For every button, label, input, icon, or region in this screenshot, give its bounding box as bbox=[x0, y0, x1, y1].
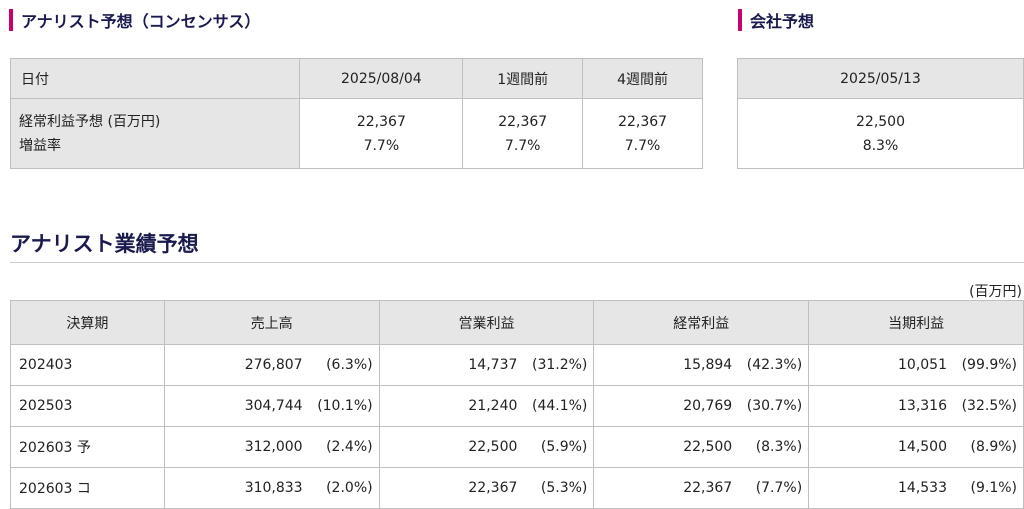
period-cell: 202603 予 bbox=[10, 426, 165, 468]
amount: 13,316 bbox=[898, 398, 947, 414]
amount: 14,500 bbox=[898, 439, 947, 455]
amount: 15,894 bbox=[683, 357, 733, 373]
company-forecast-heading: 会社予想 bbox=[738, 8, 814, 32]
value-cell: 14,737 (31.2%) bbox=[378, 344, 595, 386]
growth-rate: (2.0%) bbox=[326, 480, 373, 496]
growth-rate: (6.3%) bbox=[326, 357, 373, 373]
amount: 20,769 bbox=[683, 398, 733, 414]
value: 7.7% bbox=[504, 137, 541, 154]
value-cell: 22,500 (8.3%) bbox=[593, 426, 810, 468]
amount: 310,833 bbox=[244, 480, 303, 496]
growth-rate: (7.7%) bbox=[755, 480, 803, 496]
value: 7.7% bbox=[363, 137, 400, 154]
value-cell: 310,833 (2.0%) bbox=[163, 467, 380, 509]
divider bbox=[10, 262, 1024, 263]
amount: 304,744 bbox=[244, 398, 303, 414]
table-row: 202503 304,744 (10.1%) 21,240 (44.1%) 20,769 (… bbox=[10, 385, 1024, 427]
growth-rate: (10.1%) bbox=[317, 398, 373, 414]
growth-rate: (5.9%) bbox=[540, 439, 588, 455]
growth-rate: (9.1%) bbox=[970, 480, 1018, 496]
unit-label: (百万円) bbox=[969, 284, 1022, 300]
value-cell: 14,533 (9.1%) bbox=[808, 467, 1024, 509]
column-header: 決算期 bbox=[10, 300, 165, 345]
company-date: 2025/05/13 bbox=[737, 58, 1024, 99]
value-cell: 312,000 (2.4%) bbox=[163, 426, 380, 468]
growth-rate: (2.4%) bbox=[326, 439, 373, 455]
column-header: 営業利益 bbox=[378, 300, 595, 345]
value: 8.3% bbox=[862, 137, 899, 154]
value: 22,367 bbox=[356, 113, 406, 130]
column-header: 2025/08/04 bbox=[299, 58, 464, 99]
amount: 276,807 bbox=[244, 357, 303, 373]
value: 7.7% bbox=[624, 137, 661, 154]
column-header: 経常利益 bbox=[593, 300, 810, 345]
value: 22,500 bbox=[856, 113, 905, 130]
amount: 22,367 bbox=[468, 480, 518, 496]
value: 22,367 bbox=[618, 113, 668, 130]
consensus-cell-4w: 22,367 7.7% bbox=[582, 98, 703, 169]
value-cell: 276,807 (6.3%) bbox=[163, 344, 380, 386]
consensus-heading-text: アナリスト予想（コンセンサス） bbox=[21, 12, 261, 31]
consensus-heading: アナリスト予想（コンセンサス） bbox=[9, 8, 260, 32]
value-cell: 22,500 (5.9%) bbox=[378, 426, 595, 468]
forecast-title: アナリスト業績予想 bbox=[10, 232, 199, 256]
period-cell: 202403 bbox=[10, 344, 165, 386]
period-cell: 202503 bbox=[10, 385, 165, 427]
company-forecast-table: 2025/05/13 22,500 8.3% bbox=[737, 58, 1024, 169]
consensus-cell-1w: 22,367 7.7% bbox=[462, 98, 584, 169]
amount: 14,533 bbox=[898, 480, 947, 496]
amount: 22,500 bbox=[468, 439, 518, 455]
growth-rate: (8.3%) bbox=[755, 439, 803, 455]
accent-bar bbox=[738, 9, 742, 31]
value-cell: 20,769 (30.7%) bbox=[593, 385, 810, 427]
value-cell: 15,894 (42.3%) bbox=[593, 344, 810, 386]
company-heading-text: 会社予想 bbox=[750, 12, 815, 31]
column-header: 当期利益 bbox=[808, 300, 1024, 345]
amount: 10,051 bbox=[898, 357, 947, 373]
accent-bar bbox=[9, 9, 13, 31]
column-header: 売上高 bbox=[163, 300, 380, 345]
growth-rate: (42.3%) bbox=[746, 357, 803, 373]
value-cell: 304,744 (10.1%) bbox=[163, 385, 380, 427]
column-header: 1週間前 bbox=[462, 58, 584, 99]
value-cell: 14,500 (8.9%) bbox=[808, 426, 1024, 468]
consensus-table: 日付 2025/08/04 1週間前 4週間前 経常利益予想 (百万円) 増益率… bbox=[9, 58, 703, 169]
value: 22,367 bbox=[498, 113, 548, 130]
value-cell: 22,367 (5.3%) bbox=[378, 467, 595, 509]
growth-rate: (5.3%) bbox=[540, 480, 588, 496]
value-cell: 13,316 (32.5%) bbox=[808, 385, 1024, 427]
table-row: 202603 コ 310,833 (2.0%) 22,367 (5.3%) 22,367 (… bbox=[10, 467, 1024, 509]
column-header: 日付 bbox=[9, 58, 301, 99]
growth-rate: (44.1%) bbox=[531, 398, 588, 414]
row-labels: 経常利益予想 (百万円) 増益率 bbox=[9, 98, 301, 169]
row-label: 増益率 bbox=[19, 137, 61, 154]
column-header: 4週間前 bbox=[582, 58, 703, 99]
company-values: 22,500 8.3% bbox=[737, 98, 1024, 169]
table-row: 202603 予 312,000 (2.4%) 22,500 (5.9%) 22,500 (… bbox=[10, 426, 1024, 468]
growth-rate: (8.9%) bbox=[970, 439, 1018, 455]
period-cell: 202603 コ bbox=[10, 467, 165, 509]
consensus-cell-current: 22,367 7.7% bbox=[299, 98, 464, 169]
growth-rate: (32.5%) bbox=[961, 398, 1017, 414]
value-cell: 21,240 (44.1%) bbox=[378, 385, 595, 427]
table-row: 202403 276,807 (6.3%) 14,737 (31.2%) 15,894 (4… bbox=[10, 344, 1024, 386]
forecast-table: 決算期 売上高 営業利益 経常利益 当期利益 202403 276,807 (6.3… bbox=[10, 300, 1024, 509]
amount: 22,500 bbox=[683, 439, 733, 455]
value-cell: 10,051 (99.9%) bbox=[808, 344, 1024, 386]
amount: 22,367 bbox=[683, 480, 733, 496]
amount: 312,000 bbox=[244, 439, 303, 455]
growth-rate: (30.7%) bbox=[746, 398, 803, 414]
growth-rate: (31.2%) bbox=[531, 357, 588, 373]
amount: 14,737 bbox=[468, 357, 518, 373]
amount: 21,240 bbox=[468, 398, 518, 414]
row-label: 経常利益予想 (百万円) bbox=[19, 113, 161, 130]
value-cell: 22,367 (7.7%) bbox=[593, 467, 810, 509]
growth-rate: (99.9%) bbox=[961, 357, 1017, 373]
